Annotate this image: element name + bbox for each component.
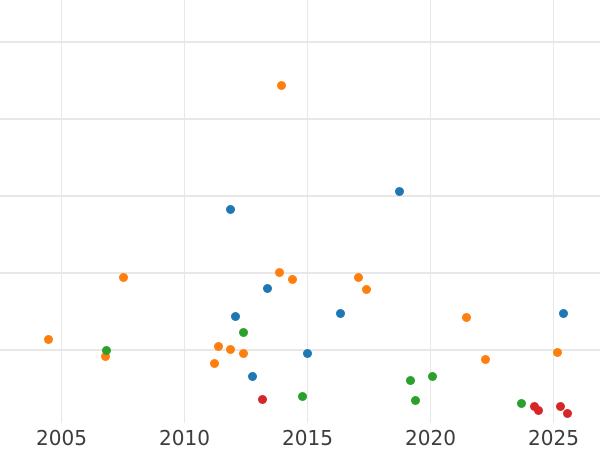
data-point-orange: [213, 341, 223, 351]
data-point-orange: [118, 273, 128, 283]
data-point-orange: [462, 313, 472, 323]
data-point-green: [428, 371, 438, 381]
data-point-red: [556, 401, 566, 411]
x-tick-label: 2005: [36, 426, 87, 450]
x-tick-label: 2020: [405, 426, 456, 450]
data-point-orange: [361, 284, 371, 294]
data-point-orange: [210, 358, 219, 368]
data-point-red: [534, 406, 544, 416]
y-gridline: [0, 195, 600, 197]
data-point-orange: [277, 80, 287, 90]
data-point-orange: [275, 267, 285, 277]
data-point-orange: [44, 334, 54, 344]
data-point-orange: [480, 354, 490, 364]
x-gridline: [306, 0, 309, 423]
data-point-orange: [238, 348, 248, 358]
data-point-blue: [558, 308, 568, 318]
y-gridline: [0, 272, 600, 274]
data-point-red: [562, 409, 572, 419]
x-tick-label: 2010: [159, 426, 210, 450]
data-point-green: [238, 327, 248, 337]
x-gridline: [60, 0, 63, 423]
data-point-green: [405, 375, 415, 385]
y-gridline: [0, 118, 600, 120]
data-point-green: [516, 398, 526, 408]
data-point-green: [410, 396, 420, 406]
y-gridline: [0, 349, 600, 351]
data-point-orange: [100, 351, 110, 361]
data-point-green: [297, 392, 307, 402]
data-point-blue: [248, 372, 258, 382]
x-tick-label: 2015: [282, 426, 333, 450]
x-tick-label: 2025: [528, 426, 579, 450]
x-gridline: [552, 0, 555, 423]
data-point-green: [101, 346, 111, 356]
data-point-orange: [354, 273, 364, 283]
x-gridline: [429, 0, 432, 423]
data-point-blue: [226, 205, 236, 215]
data-point-blue: [262, 283, 272, 293]
data-point-orange: [553, 347, 563, 357]
data-point-blue: [231, 311, 241, 321]
y-gridline: [0, 41, 600, 43]
data-point-orange: [226, 344, 236, 354]
data-point-red: [258, 394, 268, 404]
data-point-blue: [336, 309, 346, 319]
data-point-blue: [394, 186, 404, 196]
data-point-orange: [287, 274, 297, 284]
data-point-red: [529, 401, 539, 411]
data-point-blue: [302, 348, 312, 358]
x-gridline: [183, 0, 186, 423]
